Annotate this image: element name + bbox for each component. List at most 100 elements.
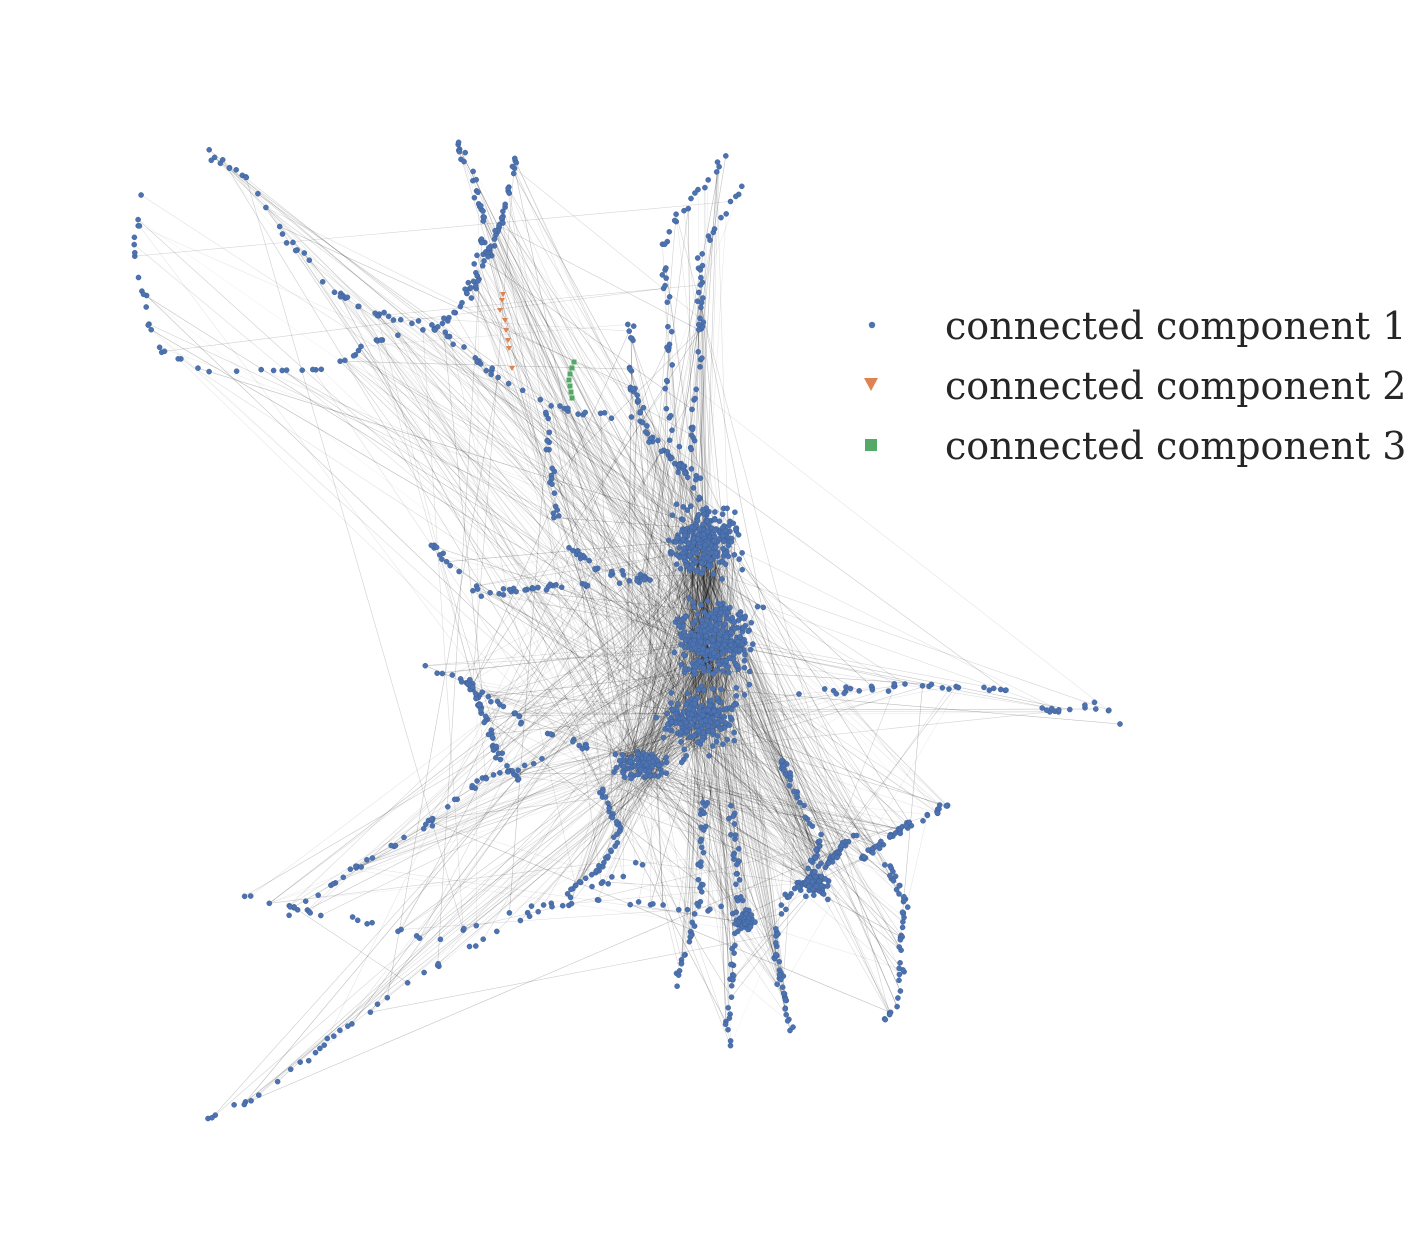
node-component-1 (340, 874, 347, 881)
node-component-1 (728, 961, 734, 968)
node-component-1 (485, 693, 492, 700)
node-component-1 (707, 237, 713, 243)
node-component-1 (634, 392, 641, 399)
node-component-1 (700, 531, 707, 538)
node-component-1 (493, 928, 500, 935)
node-component-1 (606, 805, 612, 812)
node-component-1 (290, 239, 296, 246)
node-component-1 (885, 688, 892, 694)
node-component-1 (666, 437, 673, 444)
node-component-1 (321, 1042, 328, 1048)
node-component-1 (1003, 687, 1009, 693)
node-component-1 (695, 687, 702, 693)
node-component-1 (255, 190, 261, 197)
node-component-1 (1056, 707, 1062, 713)
node-component-1 (279, 231, 286, 237)
node-component-1 (697, 638, 704, 645)
node-component-1 (294, 907, 301, 913)
node-component-1 (131, 234, 138, 241)
node-component-1 (505, 380, 512, 387)
node-component-1 (693, 476, 699, 483)
node-component-1 (439, 320, 446, 327)
node-component-1 (673, 211, 679, 217)
node-component-1 (696, 321, 702, 328)
node-component-1 (662, 282, 668, 289)
node-component-1 (667, 412, 674, 419)
node-component-1 (473, 695, 479, 702)
node-component-1 (148, 326, 154, 333)
node-component-1 (611, 769, 617, 775)
node-component-1 (331, 289, 338, 296)
node-component-1 (634, 771, 641, 778)
node-component-1 (900, 919, 906, 925)
node-component-1 (773, 951, 779, 958)
node-component-1 (708, 697, 714, 704)
node-component-1 (700, 295, 706, 301)
node-component-1 (548, 403, 554, 409)
node-component-1 (781, 767, 787, 774)
node-component-1 (628, 414, 635, 420)
node-component-1 (248, 1098, 254, 1104)
node-component-1 (487, 589, 493, 596)
node-component-1 (705, 562, 712, 569)
node-component-1 (436, 552, 443, 558)
node-component-1 (241, 893, 248, 900)
node-component-1 (704, 518, 710, 524)
node-component-1 (635, 751, 641, 757)
node-component-1 (719, 511, 726, 518)
node-component-1 (415, 318, 422, 324)
node-component-1 (1043, 707, 1050, 714)
node-component-1 (647, 773, 654, 779)
node-component-1 (625, 321, 631, 328)
node-component-1 (305, 1057, 312, 1064)
node-component-1 (696, 494, 703, 501)
node-component-1 (135, 274, 142, 281)
node-component-1 (681, 952, 688, 959)
node-component-3 (567, 383, 573, 389)
node-component-1 (692, 618, 699, 624)
node-component-1 (662, 385, 669, 392)
node-component-1 (811, 892, 817, 899)
node-component-1 (472, 690, 479, 697)
node-component-1 (582, 409, 589, 416)
node-component-1 (131, 241, 137, 248)
node-component-1 (543, 409, 549, 416)
node-component-1 (725, 542, 732, 549)
node-component-1 (643, 761, 650, 768)
node-component-1 (734, 861, 740, 868)
node-component-1 (535, 584, 541, 591)
node-component-1 (1106, 707, 1112, 714)
node-component-1 (620, 763, 627, 770)
node-component-1 (472, 943, 479, 949)
node-component-1 (726, 1015, 733, 1021)
node-component-1 (483, 775, 490, 782)
legend-marker-component-3 (865, 439, 877, 451)
node-component-1 (668, 719, 675, 725)
node-component-1 (882, 1016, 889, 1023)
node-component-1 (344, 294, 351, 301)
node-component-1 (474, 586, 481, 592)
node-component-1 (659, 272, 666, 278)
node-component-1 (434, 670, 440, 677)
node-component-1 (608, 415, 615, 422)
node-component-1 (676, 544, 683, 551)
node-component-1 (605, 881, 612, 887)
node-component-1 (716, 631, 723, 638)
node-component-1 (395, 332, 401, 339)
node-component-1 (635, 899, 642, 905)
node-component-1 (463, 290, 470, 297)
node-component-1 (694, 611, 701, 618)
node-component-1 (730, 813, 737, 819)
node-component-1 (140, 291, 147, 298)
node-component-1 (355, 347, 362, 354)
legend-item-component-3: connected component 3 (865, 424, 1406, 468)
node-component-1 (714, 712, 720, 718)
node-component-1 (731, 618, 738, 625)
node-component-1 (686, 938, 693, 945)
node-component-1 (865, 847, 871, 853)
node-component-1 (640, 404, 647, 411)
node-component-1 (887, 833, 893, 839)
node-component-1 (726, 815, 732, 822)
node-component-1 (678, 642, 685, 648)
node-component-1 (741, 664, 748, 671)
